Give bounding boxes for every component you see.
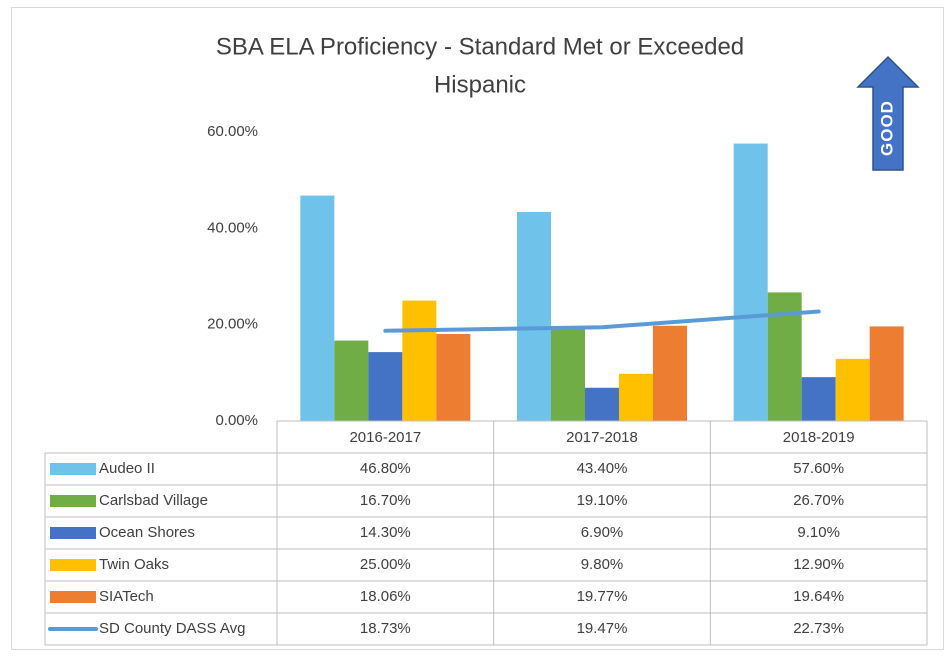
bar	[436, 334, 471, 421]
chart-subtitle: Hispanic	[434, 71, 526, 98]
table-value: 25.00%	[360, 556, 411, 573]
legend-key	[50, 559, 96, 571]
y-tick-label: 40.00%	[207, 219, 258, 236]
bar	[551, 329, 585, 421]
table-value: 22.73%	[793, 620, 844, 637]
legend-label: Twin Oaks	[99, 556, 169, 573]
legend-key	[50, 591, 96, 603]
bar	[368, 352, 403, 421]
bar	[402, 300, 437, 421]
x-tick-label: 2017-2018	[566, 429, 638, 446]
table-value: 26.70%	[793, 492, 844, 509]
table-value: 14.30%	[360, 524, 411, 541]
legend-key	[50, 463, 96, 475]
table-value: 12.90%	[793, 556, 844, 573]
bar	[733, 143, 768, 421]
table-value: 16.70%	[360, 492, 411, 509]
bar	[334, 340, 369, 421]
y-tick-label: 0.00%	[215, 412, 258, 429]
bar	[653, 325, 687, 421]
table-value: 19.77%	[577, 588, 628, 605]
table-value: 18.73%	[360, 620, 411, 637]
good-label: GOOD	[877, 100, 896, 156]
bar	[619, 373, 653, 421]
table-value: 43.40%	[577, 460, 628, 477]
legend-key	[50, 495, 96, 507]
bar	[517, 211, 551, 421]
table-value: 46.80%	[360, 460, 411, 477]
x-tick-label: 2018-2019	[783, 429, 855, 446]
bar	[835, 358, 870, 421]
table-value: 6.90%	[581, 524, 624, 541]
legend-label: Ocean Shores	[99, 524, 195, 541]
line	[383, 309, 821, 333]
bar	[585, 387, 619, 421]
bar	[801, 377, 836, 421]
y-tick-label: 60.00%	[207, 123, 258, 140]
legend-key	[50, 527, 96, 539]
y-tick-label: 20.00%	[207, 316, 258, 333]
legend-label: Carlsbad Village	[99, 492, 208, 509]
table-value: 19.64%	[793, 588, 844, 605]
bar	[300, 195, 335, 421]
legend-label: SD County DASS Avg	[99, 620, 245, 637]
legend-label: Audeo II	[99, 460, 155, 477]
table-value: 19.47%	[577, 620, 628, 637]
bar	[869, 326, 904, 421]
table-value: 19.10%	[577, 492, 628, 509]
chart-title: SBA ELA Proficiency - Standard Met or Ex…	[216, 33, 744, 60]
table-value: 9.10%	[797, 524, 840, 541]
x-tick-label: 2016-2017	[349, 429, 421, 446]
legend-label: SIATech	[99, 588, 154, 605]
table-value: 9.80%	[581, 556, 624, 573]
good-arrow	[856, 55, 920, 171]
table-value: 18.06%	[360, 588, 411, 605]
table-value: 57.60%	[793, 460, 844, 477]
